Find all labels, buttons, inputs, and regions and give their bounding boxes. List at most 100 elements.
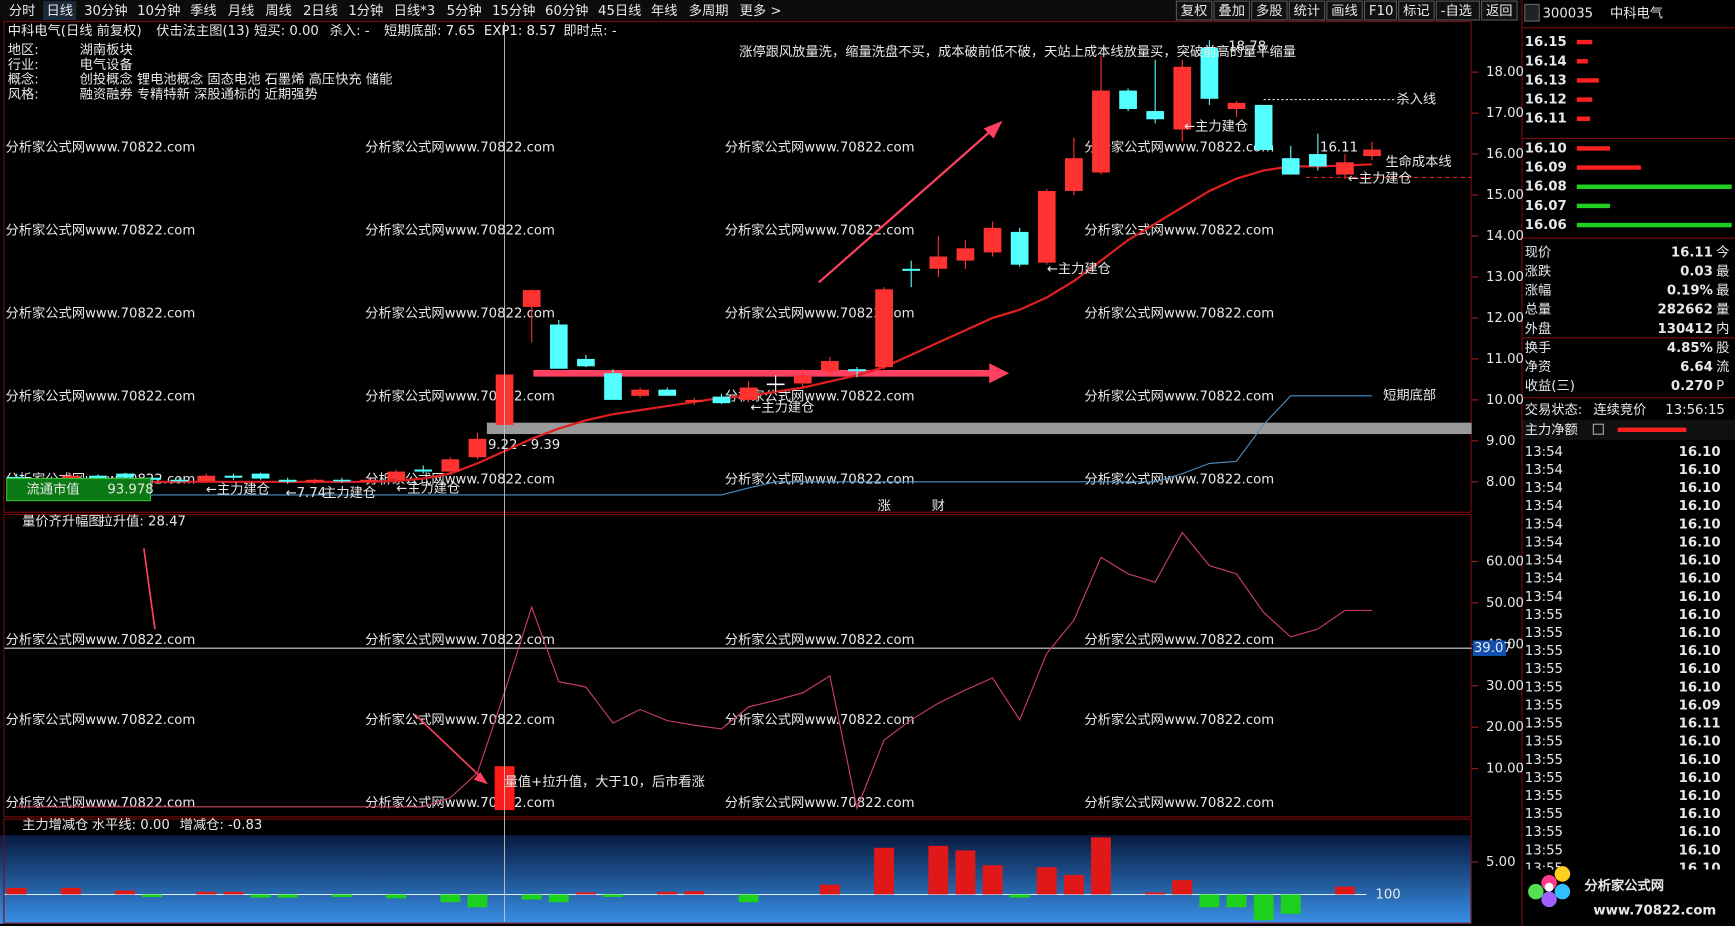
toolbar-button-label[interactable]: 标记	[1403, 3, 1430, 19]
flow-bar	[548, 894, 569, 903]
tick-price: 16.10	[1679, 771, 1721, 786]
chart-header: 短买: 0.00	[254, 23, 319, 39]
watermark: 分析家公式网www.70822.com	[1084, 471, 1274, 488]
tab[interactable]: 周线	[265, 3, 292, 19]
tab[interactable]: 日线*3	[394, 3, 436, 19]
ask-price: 16.15	[1525, 35, 1567, 50]
flow-bar	[1172, 880, 1193, 895]
candle-body	[278, 479, 297, 482]
toolbar-button-label[interactable]: -自选	[1441, 3, 1472, 19]
candle-body	[821, 360, 839, 372]
toolbar-button-label[interactable]: 多股	[1256, 2, 1283, 19]
tab[interactable]: 多周期	[689, 2, 729, 19]
flow-bar	[467, 894, 488, 908]
flow-bar	[1280, 894, 1301, 914]
stat-value: 4.85%	[1667, 341, 1713, 356]
stat-label: 总量	[1525, 302, 1552, 318]
bid-bar	[1576, 222, 1732, 228]
toolbar-button-label[interactable]: 统计	[1294, 3, 1321, 19]
candle-body	[712, 396, 731, 404]
tick-time: 13:55	[1525, 644, 1563, 659]
candle-body	[1254, 104, 1273, 150]
toolbar-button[interactable]	[1481, 0, 1518, 21]
toolbar-button[interactable]	[1175, 0, 1213, 21]
toolbar-button-label[interactable]: F10	[1369, 4, 1394, 19]
chart-header: 伏击法主图(13)	[156, 23, 250, 39]
active-tab	[43, 1, 77, 20]
logo-title: 分析家公式网	[1585, 877, 1665, 894]
toolbar-button[interactable]	[1363, 0, 1398, 21]
flow-bar	[115, 890, 135, 895]
toolbar-button-label[interactable]: 画线	[1331, 3, 1358, 19]
candle-body	[1092, 90, 1110, 173]
tab[interactable]: 2日线	[303, 3, 338, 19]
toolbar-button-label[interactable]: 叠加	[1218, 3, 1245, 19]
candle-body	[414, 469, 433, 472]
watermark: 分析家公式网www.70822.com	[6, 794, 196, 811]
toolbar-button-label[interactable]: 复权	[1181, 2, 1208, 19]
candle-body	[1363, 149, 1381, 157]
watermark: 分析家公式网www.70822.com	[365, 471, 555, 488]
toolbar-button[interactable]	[1288, 0, 1326, 21]
toolbar-button[interactable]	[1251, 0, 1288, 21]
tab[interactable]: 5分钟	[447, 2, 482, 19]
candle-body	[577, 358, 595, 367]
tick-time: 13:55	[1525, 735, 1563, 750]
tab[interactable]: 1分钟	[348, 2, 383, 19]
tab[interactable]: 60分钟	[545, 2, 588, 19]
tab[interactable]: 月线	[228, 3, 255, 19]
candle-body	[387, 471, 405, 480]
tab[interactable]: 更多 >	[740, 2, 782, 19]
watermark: 分析家公式网www.70822.com	[725, 794, 915, 811]
y-tick-label: 8.00	[1486, 475, 1516, 490]
tab[interactable]: 年线	[651, 3, 678, 19]
tab[interactable]: 10分钟	[137, 2, 180, 19]
candle-body	[1336, 162, 1354, 175]
tab[interactable]: 45日线	[598, 3, 641, 19]
candle-body	[685, 399, 704, 402]
tab[interactable]: 日线	[46, 3, 73, 19]
tick-time: 13:55	[1525, 843, 1563, 858]
watermark: 分析家公式网www.70822.com	[6, 388, 196, 405]
flow-bar	[60, 887, 81, 895]
toolbar-button-label[interactable]: 返回	[1486, 3, 1513, 19]
watermark: 分析家公式网www.70822.com	[365, 221, 555, 238]
tab[interactable]: 分时	[9, 3, 36, 19]
tab[interactable]: 15分钟	[492, 2, 535, 19]
bid-price: 16.08	[1525, 180, 1567, 195]
toolbar-button[interactable]	[1326, 0, 1363, 21]
toolbar-button[interactable]	[1435, 0, 1480, 21]
toolbar-button[interactable]	[1398, 0, 1435, 21]
flow-bar	[440, 894, 461, 903]
tick-price: 16.10	[1679, 517, 1721, 532]
flow-bar	[250, 894, 271, 898]
tab[interactable]: 季线	[190, 3, 217, 19]
flow-bar	[277, 894, 298, 898]
tick-price: 16.10	[1679, 662, 1721, 677]
tick-price: 16.10	[1679, 644, 1721, 659]
tick-time: 13:54	[1525, 499, 1563, 514]
tick-time: 13:54	[1525, 590, 1563, 605]
panel-borders	[3, 0, 1523, 926]
y-tick-label: 60.00	[1486, 554, 1524, 569]
candle-body	[658, 389, 677, 396]
watermark: 分析家公式网www.70822.com	[6, 138, 196, 155]
bid-bar	[1576, 165, 1641, 170]
candle-body	[1173, 66, 1192, 130]
stat-label: 涨幅	[1525, 283, 1552, 299]
candle-body	[197, 475, 216, 482]
flow-bar	[982, 865, 1003, 895]
status-value: 连续竞价	[1593, 401, 1646, 418]
candle-body	[902, 268, 921, 271]
stat-label: 净资	[1525, 359, 1552, 375]
logo-url: www.70822.com	[1593, 903, 1716, 918]
candle-body	[333, 479, 351, 482]
stat-label: 涨跌	[1525, 264, 1552, 280]
tab[interactable]: 30分钟	[84, 2, 127, 19]
baseline-label: 100	[1375, 887, 1400, 902]
flow-bar	[657, 891, 678, 895]
tick-time: 13:54	[1525, 463, 1563, 478]
info-value: 融资融券 专精特新 深股通标的 近期强势	[80, 87, 318, 103]
flow-bar	[738, 894, 759, 903]
toolbar-button[interactable]	[1213, 0, 1250, 21]
